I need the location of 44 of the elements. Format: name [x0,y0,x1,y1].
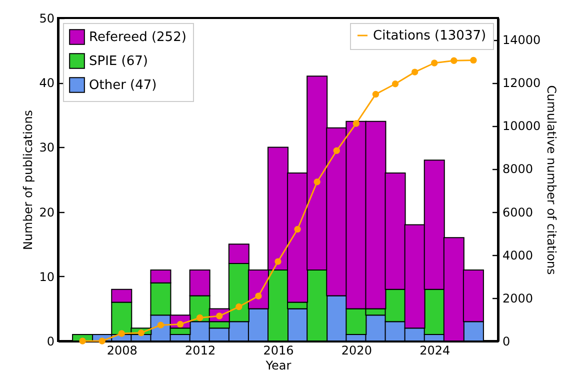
x-axis-title: Year [264,358,292,372]
point [372,90,380,98]
y-tick-label: 30 [39,140,54,155]
x-tick-label: 2008 [106,344,138,358]
x-tick-label: 2016 [263,344,294,358]
y2-tick-label: 10000 [502,119,541,134]
point [118,330,125,337]
point [196,314,204,322]
y2-tick-label: 8000 [502,162,534,176]
y2-axis-title: Cumulative number of citations [544,85,559,275]
y2-tick-label: 14000 [502,33,541,48]
y2-tick-label: 12000 [502,76,541,90]
legend-label: SPIE (67) [89,54,148,69]
y2-tick-label: 2000 [502,291,534,306]
point [314,178,320,186]
point [392,80,399,88]
y-axis-title: Number of publications [21,110,36,250]
point [138,329,145,336]
legend-label: Refereed (252) [89,30,186,45]
x-tick-label: 2024 [420,344,450,358]
point [236,303,242,310]
y-tick-label: 20 [39,205,54,220]
x-tick-label: 2012 [185,344,216,358]
y-tick-label: 0 [46,334,54,348]
y-tick-label: 50 [39,12,54,26]
legend-label: Citations (13037) [373,28,486,44]
y2-tick-label: 0 [502,334,510,348]
legend-label: Other (47) [89,78,157,93]
point [294,226,301,233]
point [255,292,262,300]
point [411,68,418,76]
point [352,120,360,127]
point [79,338,86,344]
y-tick-label: 40 [39,76,54,90]
point [98,338,106,344]
x-tick-label: 2020 [341,344,372,358]
point [333,147,340,154]
point [274,258,282,265]
y2-tick-label: 4000 [502,248,534,262]
y2-tick-label: 6000 [502,205,534,220]
point [450,57,458,64]
y-tick-label: 10 [39,270,54,284]
point [470,56,477,64]
point [431,60,438,66]
